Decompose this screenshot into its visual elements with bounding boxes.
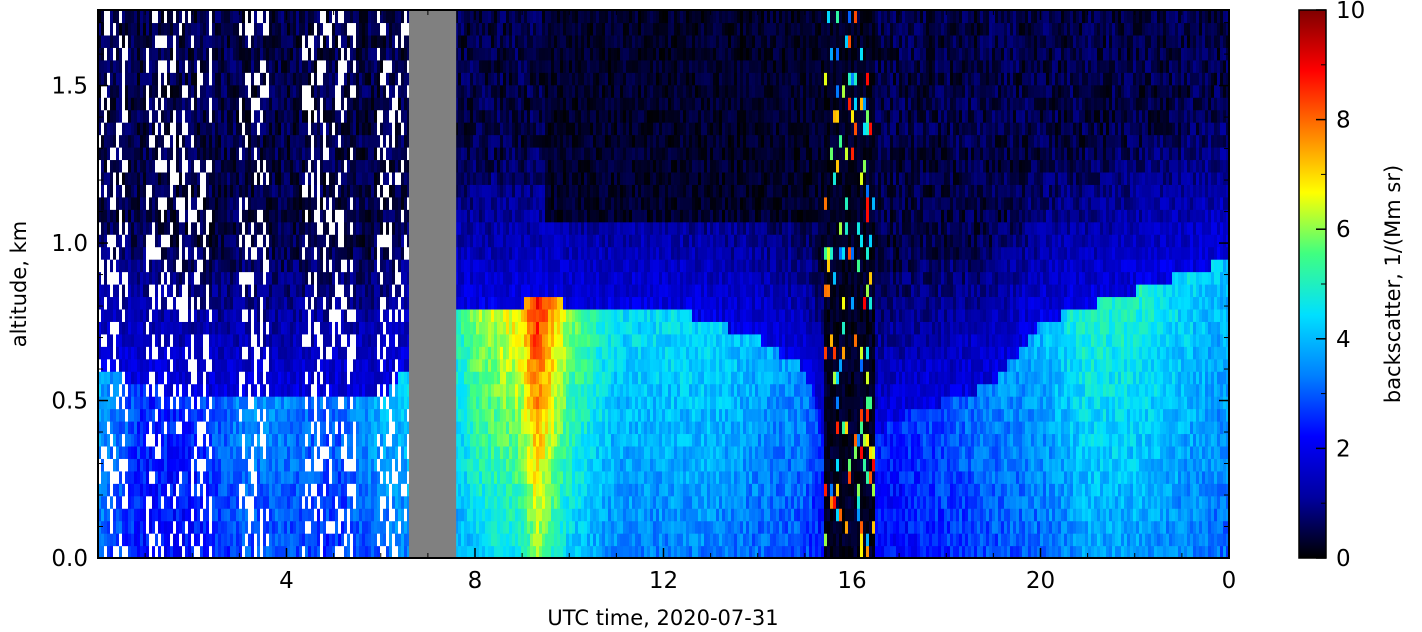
colorbar-tick-label: 10 <box>1336 0 1365 24</box>
y-tick-label: 0.0 <box>51 546 88 572</box>
x-tick-label: 12 <box>649 568 678 594</box>
colorbar-tick-label: 2 <box>1336 436 1351 462</box>
x-tick-label: 0 <box>1222 568 1237 594</box>
x-tick-label: 16 <box>837 568 866 594</box>
heatmap-area <box>98 10 1229 558</box>
colorbar-axis: 0 2 4 6 8 10 <box>1316 0 1365 572</box>
y-tick-label: 0.5 <box>51 389 88 415</box>
x-tick-label: 4 <box>279 568 294 594</box>
y-tick-label: 1.0 <box>51 231 88 257</box>
y-axis-label: altitude, km <box>7 221 31 348</box>
colorbar-tick-label: 4 <box>1336 327 1351 353</box>
missing-data-band <box>409 10 457 558</box>
colorbar-tick-label: 0 <box>1336 546 1351 572</box>
colorbar-tick-label: 8 <box>1336 108 1351 134</box>
x-tick-label: 8 <box>468 568 483 594</box>
colorbar-tick-label: 6 <box>1336 217 1351 243</box>
y-tick-label: 1.5 <box>51 74 88 100</box>
colorbar-label: backscatter, 1/(Mm sr) <box>1381 165 1405 403</box>
x-tick-label: 20 <box>1026 568 1055 594</box>
x-axis: 4 8 12 16 20 0 <box>144 10 1237 594</box>
y-axis: 0.0 0.5 1.0 1.5 <box>51 22 1229 572</box>
x-axis-label: UTC time, 2020-07-31 <box>547 606 778 630</box>
